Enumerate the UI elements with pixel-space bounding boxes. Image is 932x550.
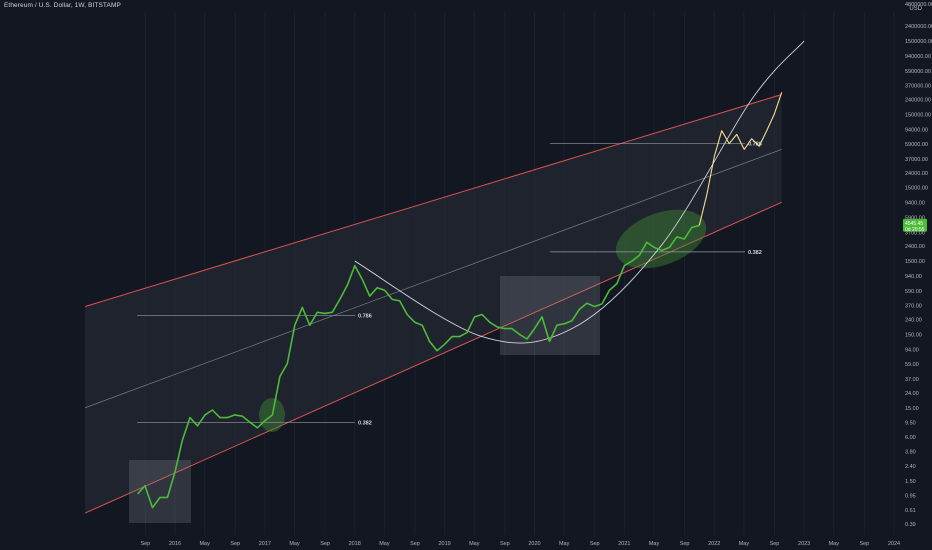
fib-label: 0.786: [358, 314, 372, 320]
projection-line: [698, 92, 783, 226]
y-tick-label: 150000.00: [905, 112, 931, 118]
x-tick-label: 2019: [439, 541, 451, 547]
y-tick-label: 9400.00: [905, 201, 925, 207]
y-tick-label: 370000.00: [905, 84, 931, 90]
y-tick-label: 2.40: [905, 464, 916, 470]
y-tick-label: 9.50: [905, 420, 916, 426]
x-tick-label: 2016: [169, 541, 181, 547]
x-tick-label: 2023: [798, 541, 810, 547]
x-tick-label: Sep: [859, 541, 869, 547]
x-tick-label: Sep: [590, 541, 600, 547]
y-tick-label: 1.50: [905, 479, 916, 485]
y-tick-label: 150.00: [905, 332, 922, 338]
y-tick-label: 5900.00: [905, 215, 925, 221]
y-tick-label: 0.95: [905, 494, 916, 500]
price-line: [137, 224, 700, 509]
y-tick-label: 6.00: [905, 435, 916, 441]
x-tick-label: Sep: [770, 541, 780, 547]
price-series: [137, 92, 783, 509]
channel-upper-line: [84, 94, 782, 308]
y-axis[interactable]: 4800000.00 2400000.00 1500000.00 940000.00 5…: [905, 2, 932, 528]
parabolic-curve-line: [354, 40, 805, 344]
y-tick-label: 24.00: [905, 391, 919, 397]
badge-countdown: 0d 20:55: [905, 227, 925, 233]
x-tick-label: 2021: [618, 541, 630, 547]
highlight-box-1: [129, 460, 191, 523]
fib-label: 0.382: [748, 250, 762, 256]
channel-middle-line: [84, 149, 782, 409]
fib-label: 0.786: [748, 142, 762, 148]
y-tick-label: 1500000.00: [905, 39, 932, 45]
x-tick-label: 2017: [259, 541, 271, 547]
x-tick-label: May: [469, 541, 480, 547]
y-tick-label: 370.00: [905, 304, 922, 310]
chart-title: Ethereum / U.S. Dollar, 1W, BITSTAMP: [4, 2, 121, 9]
x-axis[interactable]: Sep 2016 May Sep 2017 May Sep 2018 May Sep 2019 May…: [140, 541, 900, 547]
y-tick-label: 3700.00: [905, 230, 925, 236]
y-tick-label: 1500.00: [905, 259, 925, 265]
channel-fill: [85, 94, 782, 514]
x-tick-label: May: [829, 541, 840, 547]
highlight-ellipses: [259, 209, 707, 432]
y-tick-label: 15.00: [905, 406, 919, 412]
x-tick-label: Sep: [680, 541, 690, 547]
last-price-badge: 4545.45 0d 20:55: [903, 218, 927, 233]
y-tick-label: 24000.00: [905, 171, 928, 177]
currency-label: USD: [909, 6, 922, 12]
fib-annotations: 0.382 0.786 0.382 0.786: [137, 142, 762, 426]
x-tick-label: May: [289, 541, 300, 547]
y-tick-label: 940.00: [905, 274, 922, 280]
x-tick-label: Sep: [140, 541, 150, 547]
x-tick-label: May: [379, 541, 390, 547]
price-badge: [903, 218, 927, 232]
highlight-ellipse-2: [615, 209, 707, 269]
y-tick-label: 940000.00: [905, 54, 931, 60]
y-tick-label: 0.39: [905, 522, 916, 528]
x-tick-label: May: [649, 541, 660, 547]
x-tick-label: Sep: [500, 541, 510, 547]
y-tick-label: 2400.00: [905, 244, 925, 250]
x-tick-label: 2018: [349, 541, 361, 547]
channel-lower-line: [84, 201, 782, 514]
y-tick-label: 37.00: [905, 377, 919, 383]
y-tick-label: 590000.00: [905, 69, 931, 75]
x-tick-label: 2020: [528, 541, 540, 547]
y-tick-label: 240000.00: [905, 97, 931, 103]
x-tick-label: May: [199, 541, 210, 547]
y-tick-label: 3.80: [905, 449, 916, 455]
y-tick-label: 2400000.00: [905, 24, 932, 30]
x-tick-label: May: [559, 541, 570, 547]
y-tick-label: 37000.00: [905, 157, 928, 163]
y-tick-label: 15000.00: [905, 186, 928, 192]
x-tick-label: Sep: [320, 541, 330, 547]
x-tick-label: 2022: [708, 541, 720, 547]
x-tick-label: Sep: [410, 541, 420, 547]
parabolic-curve: [354, 40, 805, 344]
y-tick-label: 59.00: [905, 362, 919, 368]
y-tick-label: 0.61: [905, 508, 916, 514]
y-tick-label: 94.00: [905, 347, 919, 353]
x-tick-label: May: [739, 541, 750, 547]
y-tick-label: 94000.00: [905, 127, 928, 133]
y-tick-label: 590.00: [905, 289, 922, 295]
x-tick-label: 2024: [888, 541, 900, 547]
y-tick-label: 240.00: [905, 317, 922, 323]
y-tick-label: 4800000.00: [905, 2, 932, 8]
badge-price: 4545.45: [905, 221, 923, 227]
regression-channel: [84, 94, 782, 514]
fib-label: 0.382: [358, 420, 372, 426]
x-tick-label: Sep: [230, 541, 240, 547]
y-tick-label: 59000.00: [905, 142, 928, 148]
